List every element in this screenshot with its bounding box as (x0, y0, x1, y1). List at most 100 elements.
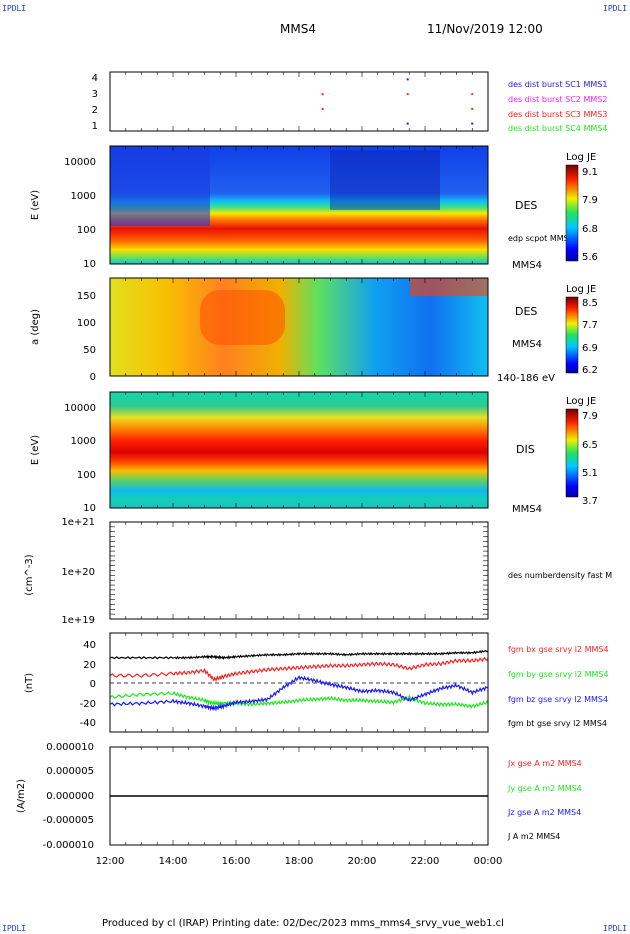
current-ytick-1: 0.000010 (46, 742, 94, 753)
des-energy-patch-dark (330, 150, 440, 210)
des-e-label: DES (515, 199, 537, 212)
bfield-series (109, 649, 489, 712)
x-axis: 12:00 14:00 16:00 18:00 20:00 22:00 00:0… (96, 856, 503, 867)
dis-e-ytick-100: 100 (77, 470, 96, 481)
xtick-0000: 00:00 (474, 856, 503, 867)
dis-e-ytick-1000: 1000 (71, 436, 96, 447)
des-e-colorbar-title: Log JE (566, 152, 596, 163)
xtick-1800: 18:00 (285, 856, 314, 867)
burst-legend-sc1: des dist burst SC1 MMS1 (508, 80, 607, 89)
bfield-legend-by: fgm by gse srvy l2 MMS4 (508, 670, 609, 679)
des-pa-colorbar-title: Log JE (566, 284, 596, 295)
panel-burst: 4 3 2 1 des dist burst SC1 MMS1 des dist… (92, 71, 607, 133)
dis-e-colorbar (565, 408, 579, 498)
plot-date: 11/Nov/2019 12:00 (427, 22, 543, 36)
bfield-line-bt (109, 649, 489, 661)
bfield-ytick-20: 20 (83, 660, 96, 671)
xtick-1600: 16:00 (222, 856, 251, 867)
density-ytick-1e19: 1e+19 (61, 615, 95, 626)
bfield-line-by (109, 690, 489, 709)
des-pa-ytick-0: 0 (90, 372, 96, 383)
dis-e-cb-tick-2: 6.5 (582, 440, 598, 451)
des-pa-sc-label: MMS4 (512, 339, 542, 350)
des-e-ytick-10: 10 (83, 259, 96, 270)
bfield-line-bx (109, 656, 489, 683)
current-ylabel: (A/m2) (16, 779, 27, 813)
des-e-ytick-1000: 1000 (71, 191, 96, 202)
bfield-ylabel: (nT) (24, 673, 35, 693)
xtick-1200: 12:00 (96, 856, 125, 867)
des-pitch-patch-top (410, 278, 488, 296)
panel-density: 1e+21 1e+20 1e+19 (cm^-3) des numberdens… (24, 517, 612, 626)
des-e-ytick-100: 100 (77, 225, 96, 236)
density-minor-ticks (110, 521, 488, 620)
des-e-sc-label: MMS4 (512, 260, 542, 271)
current-ytick-5: -0.000010 (43, 840, 94, 851)
dis-energy-spectrogram (110, 392, 488, 508)
burst-point (406, 78, 409, 81)
des-pa-energy-label: 140-186 eV (497, 373, 555, 384)
des-e-cb-tick-4: 5.6 (582, 252, 598, 263)
density-ytick-1e20: 1e+20 (61, 567, 95, 578)
des-pa-cb-tick-1: 8.5 (582, 298, 598, 309)
current-ytick-3: 0.000000 (46, 791, 94, 802)
bfield-line-bz (109, 675, 489, 712)
bfield-ytick-40: 40 (83, 640, 96, 651)
des-pitch-patch (200, 290, 285, 345)
burst-ytick-2: 2 (92, 105, 98, 116)
burst-points (321, 78, 474, 125)
bfield-ytick-m20: -20 (80, 699, 96, 710)
dis-e-colorbar-title: Log JE (566, 396, 596, 407)
burst-point (471, 107, 474, 110)
density-frame (109, 521, 489, 620)
des-pa-colorbar (565, 296, 579, 374)
burst-legend-sc4: des dist burst SC4 MMS4 (508, 124, 607, 133)
dis-e-cb-tick-1: 7.9 (582, 411, 598, 422)
panel-current: 0.000010 0.000005 0.000000 -0.000005 -0.… (16, 742, 582, 851)
dis-e-cb-tick-3: 5.1 (582, 468, 598, 479)
des-energy-patch (110, 146, 210, 226)
corner-label-bottom-left: IPDLI (2, 924, 27, 933)
burst-point (321, 93, 324, 96)
des-e-cb-tick-2: 7.9 (582, 195, 598, 206)
dis-e-ylabel: E (eV) (30, 435, 41, 465)
footer-text: Produced by cl (IRAP) Printing date: 02/… (102, 918, 504, 929)
des-pa-cb-tick-3: 6.9 (582, 343, 598, 354)
corner-label-top-right: IPDLI (603, 4, 628, 13)
panel-des-pitch: 150 100 50 0 a (deg) DES MMS4 140-186 eV… (30, 277, 598, 384)
burst-ytick-4: 4 (92, 73, 98, 84)
bfield-legend-bz: fgm bz gse srvy l2 MMS4 (508, 695, 608, 704)
burst-point (471, 122, 474, 125)
burst-legend-sc2: des dist burst SC2 MMS2 (508, 95, 607, 104)
burst-ytick-1: 1 (92, 121, 98, 132)
burst-point (406, 122, 409, 125)
corner-label-top-left: IPDLI (2, 4, 27, 13)
current-legend-jy: Jy gse A m2 MMS4 (507, 784, 582, 793)
bfield-ytick-m40: -40 (80, 718, 96, 729)
des-pa-ytick-50: 50 (83, 345, 96, 356)
des-e-ylabel: E (eV) (30, 190, 41, 220)
bfield-legend-bx: fgm bx gse srvy l2 MMS4 (508, 645, 609, 654)
burst-point (321, 107, 324, 110)
burst-ytick-3: 3 (92, 89, 98, 100)
des-pa-ytick-100: 100 (77, 318, 96, 329)
des-e-cb-tick-1: 9.1 (582, 167, 598, 178)
density-ytick-1e21: 1e+21 (61, 517, 95, 528)
bfield-bg (110, 633, 488, 732)
des-pa-ylabel: a (deg) (30, 309, 41, 345)
panel-des-energy: 10000 1000 100 10 E (eV) DES edp scpot M… (30, 145, 598, 271)
bfield-ytick-0: 0 (90, 679, 96, 690)
current-legend-jx: Jx gse A m2 MMS4 (507, 759, 582, 768)
current-ytick-4: -0.000005 (43, 815, 94, 826)
des-e-ytick-10000: 10000 (64, 157, 96, 168)
current-legend-jz: Jz gse A m2 MMS4 (507, 808, 581, 817)
current-ytick-2: 0.000005 (46, 766, 94, 777)
xtick-2200: 22:00 (411, 856, 440, 867)
plot-title: MMS4 (280, 22, 316, 36)
current-legend-j: J A m2 MMS4 (507, 832, 560, 841)
dis-e-ytick-10: 10 (83, 503, 96, 514)
density-legend: des numberdensity fast M (508, 571, 612, 580)
dis-e-cb-tick-4: 3.7 (582, 496, 598, 507)
dis-e-ytick-10000: 10000 (64, 403, 96, 414)
